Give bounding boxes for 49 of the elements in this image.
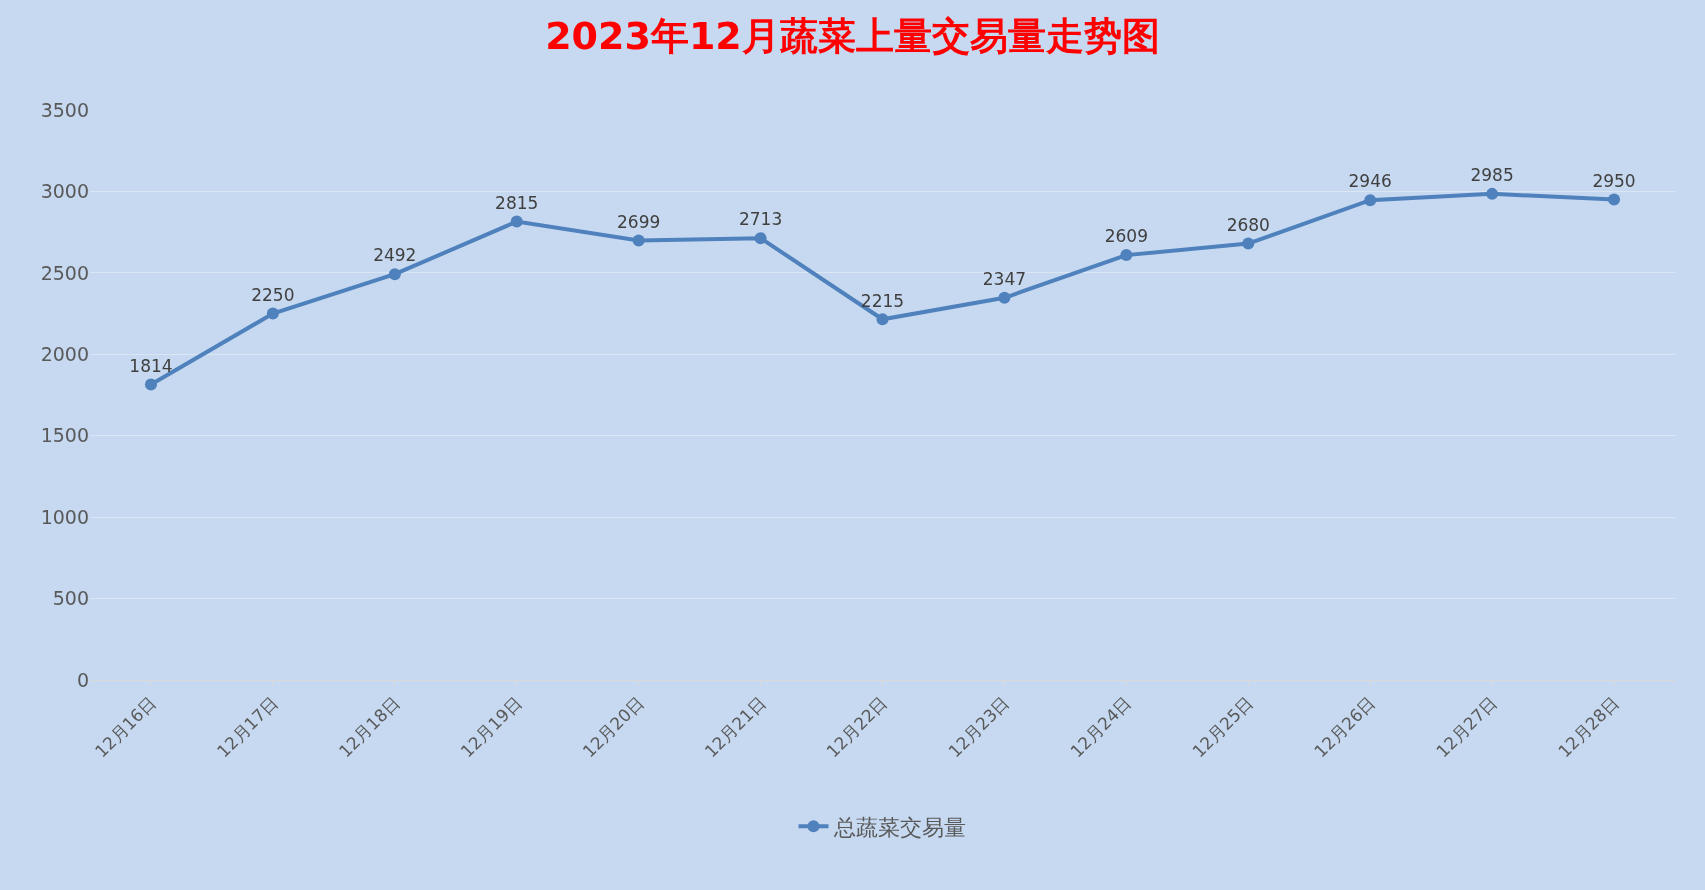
point bbox=[998, 291, 1011, 304]
data-label: 2609 bbox=[1104, 226, 1148, 247]
data-label: 2250 bbox=[251, 284, 295, 305]
x-tick-label: 12月17日 bbox=[212, 692, 282, 762]
data-label: 2713 bbox=[738, 209, 783, 230]
data-label: 2699 bbox=[617, 211, 661, 232]
x-tick-label: 12月25日 bbox=[1188, 692, 1258, 762]
point bbox=[1120, 249, 1133, 262]
point bbox=[1608, 193, 1621, 206]
x-tick-label: 12月23日 bbox=[944, 692, 1014, 762]
x-tick-label: 12月19日 bbox=[456, 692, 526, 762]
x-tick-label: 12月24日 bbox=[1066, 692, 1136, 762]
legend-label: 总蔬菜交易量 bbox=[832, 814, 966, 840]
point bbox=[1364, 194, 1377, 207]
point bbox=[144, 378, 157, 391]
chart-title: 2023年12月蔬菜上量交易量走势图 bbox=[545, 13, 1160, 58]
data-label: 2985 bbox=[1470, 165, 1514, 186]
x-tick-label: 12月20日 bbox=[578, 692, 648, 762]
data-label: 2492 bbox=[373, 245, 417, 266]
point bbox=[876, 313, 889, 326]
point bbox=[632, 234, 645, 247]
y-tick-label: 3500 bbox=[40, 98, 89, 121]
point bbox=[1486, 187, 1499, 200]
y-tick-label: 2500 bbox=[40, 261, 89, 284]
data-label: 2946 bbox=[1348, 171, 1392, 192]
data-label: 2347 bbox=[982, 269, 1027, 290]
point bbox=[388, 268, 401, 281]
y-tick-label: 500 bbox=[52, 587, 89, 610]
x-tick-label: 12月21日 bbox=[700, 692, 770, 762]
x-tick-label: 12月16日 bbox=[91, 692, 160, 762]
y-tick-label: 0 bbox=[76, 668, 89, 691]
x-tick-label: 12月27日 bbox=[1432, 692, 1501, 762]
data-label: 2215 bbox=[860, 290, 905, 311]
y-tick-label: 1500 bbox=[40, 424, 89, 447]
x-tick-label: 12月26日 bbox=[1310, 692, 1380, 762]
x-tick-label: 12月18日 bbox=[334, 692, 404, 762]
point bbox=[754, 232, 767, 245]
point bbox=[510, 215, 523, 228]
y-tick-label: 1000 bbox=[40, 505, 89, 528]
point bbox=[266, 307, 279, 320]
data-label: 2950 bbox=[1592, 170, 1636, 191]
x-tick-label: 12月28日 bbox=[1554, 692, 1623, 762]
x-tick-label: 12月22日 bbox=[822, 692, 892, 762]
data-label: 2680 bbox=[1226, 214, 1270, 235]
y-tick-label: 2000 bbox=[40, 342, 89, 365]
y-tick-label: 3000 bbox=[40, 180, 89, 203]
point bbox=[1242, 237, 1255, 250]
data-label: 2815 bbox=[495, 192, 539, 213]
data-label: 1814 bbox=[129, 355, 173, 376]
